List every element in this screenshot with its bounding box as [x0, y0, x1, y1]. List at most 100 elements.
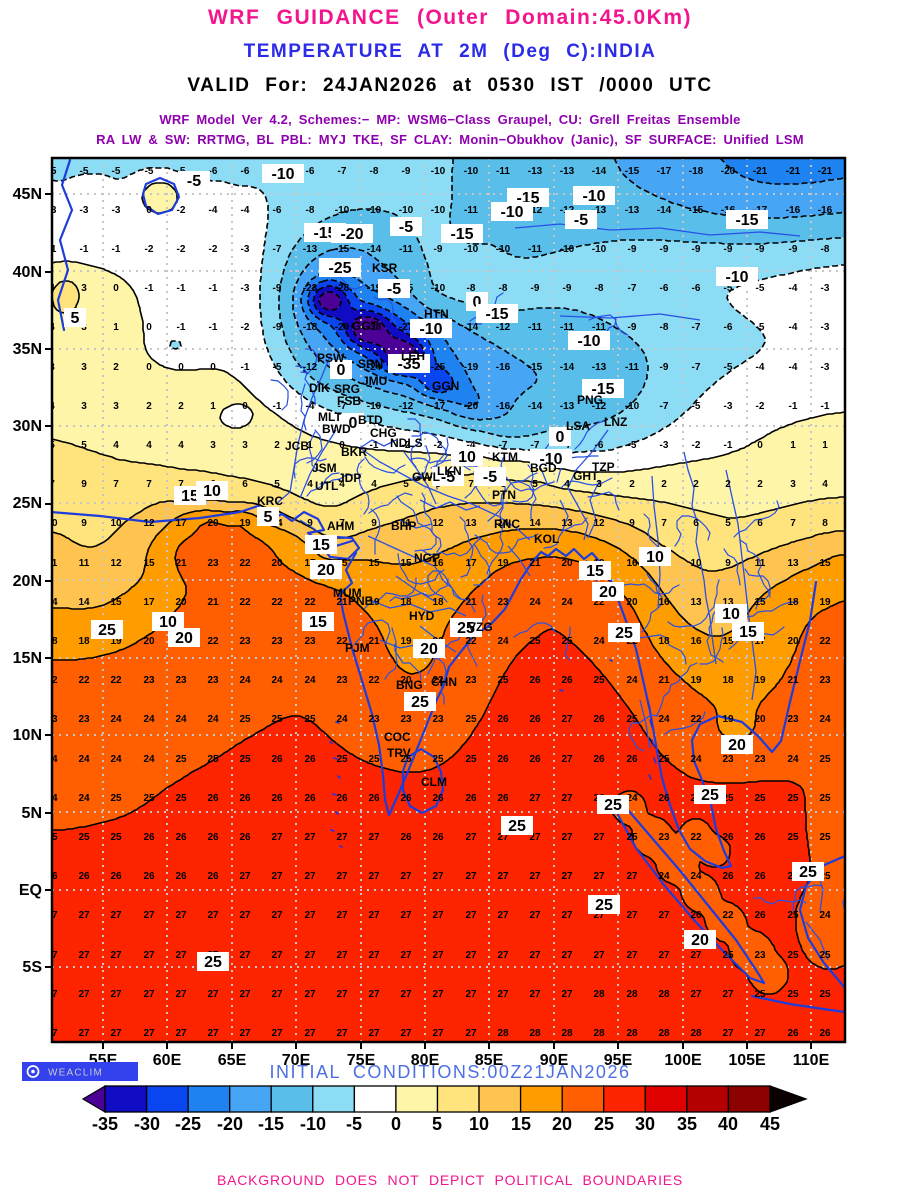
svg-text:27: 27 — [432, 1028, 444, 1039]
svg-text:-5: -5 — [756, 283, 765, 294]
svg-text:9: 9 — [81, 479, 87, 490]
svg-text:-5: -5 — [756, 322, 765, 333]
svg-text:26: 26 — [465, 793, 477, 804]
svg-text:9: 9 — [629, 518, 635, 529]
svg-text:-4: -4 — [467, 440, 476, 451]
svg-text:26: 26 — [593, 714, 605, 725]
svg-text:21: 21 — [529, 558, 541, 569]
svg-text:0: 0 — [146, 362, 152, 373]
svg-text:0: 0 — [391, 1114, 401, 1134]
svg-text:-17: -17 — [657, 166, 672, 177]
svg-text:28: 28 — [626, 989, 638, 1000]
svg-text:27: 27 — [432, 950, 444, 961]
svg-text:20: 20 — [175, 630, 193, 647]
svg-text:22: 22 — [239, 597, 251, 608]
svg-text:25: 25 — [658, 754, 670, 765]
svg-text:24: 24 — [143, 714, 155, 725]
svg-text:22: 22 — [819, 636, 831, 647]
svg-text:TRV: TRV — [387, 746, 411, 760]
svg-text:-11: -11 — [592, 322, 606, 333]
svg-text:27: 27 — [271, 832, 283, 843]
svg-text:-4: -4 — [241, 205, 250, 216]
svg-text:11: 11 — [755, 558, 766, 569]
svg-text:27: 27 — [143, 910, 155, 921]
svg-text:15N: 15N — [13, 650, 42, 667]
svg-text:24: 24 — [304, 675, 316, 686]
svg-text:23: 23 — [497, 597, 509, 608]
svg-text:26: 26 — [754, 910, 766, 921]
svg-text:28: 28 — [497, 1028, 509, 1039]
svg-text:22: 22 — [432, 675, 444, 686]
svg-text:-5: -5 — [273, 362, 282, 373]
svg-text:-14: -14 — [657, 205, 672, 216]
svg-text:-13: -13 — [303, 244, 318, 255]
svg-text:27: 27 — [400, 989, 412, 1000]
svg-text:3: 3 — [790, 479, 796, 490]
svg-text:16: 16 — [658, 597, 670, 608]
svg-text:25: 25 — [799, 864, 817, 881]
svg-text:27: 27 — [561, 871, 573, 882]
svg-text:17: 17 — [465, 558, 477, 569]
svg-text:24: 24 — [819, 714, 831, 725]
svg-text:25: 25 — [98, 622, 116, 639]
svg-text:-5: -5 — [483, 469, 497, 486]
svg-text:25: 25 — [110, 832, 122, 843]
svg-text:2: 2 — [146, 401, 152, 412]
svg-text:14: 14 — [46, 597, 58, 608]
svg-text:19: 19 — [690, 675, 702, 686]
svg-text:22: 22 — [110, 675, 122, 686]
svg-text:-1: -1 — [273, 401, 282, 412]
svg-text:4: 4 — [49, 401, 55, 412]
svg-text:-3: -3 — [112, 205, 121, 216]
svg-text:23: 23 — [304, 636, 316, 647]
svg-text:2: 2 — [178, 401, 184, 412]
svg-text:24: 24 — [529, 597, 541, 608]
svg-text:25: 25 — [508, 818, 526, 835]
svg-text:-1: -1 — [145, 283, 154, 294]
svg-text:20: 20 — [691, 932, 709, 949]
svg-text:-7: -7 — [692, 322, 701, 333]
svg-text:-10: -10 — [399, 205, 414, 216]
svg-text:19: 19 — [368, 597, 380, 608]
svg-text:80E: 80E — [411, 1052, 440, 1069]
svg-text:WEACLIM: WEACLIM — [48, 1068, 103, 1079]
svg-text:22: 22 — [368, 675, 380, 686]
svg-text:20: 20 — [317, 562, 335, 579]
svg-text:25: 25 — [819, 989, 831, 1000]
svg-text:-20: -20 — [464, 401, 479, 412]
svg-text:9: 9 — [307, 518, 313, 529]
svg-text:-10: -10 — [335, 205, 350, 216]
svg-text:-13: -13 — [528, 166, 543, 177]
svg-text:GWL: GWL — [412, 470, 440, 484]
svg-text:25: 25 — [787, 989, 799, 1000]
svg-text:14: 14 — [497, 518, 509, 529]
svg-text:-7: -7 — [531, 440, 540, 451]
svg-text:14: 14 — [78, 597, 90, 608]
svg-text:24: 24 — [787, 754, 799, 765]
svg-text:-16: -16 — [496, 362, 511, 373]
svg-text:27: 27 — [239, 871, 251, 882]
svg-text:27: 27 — [529, 832, 541, 843]
svg-text:27: 27 — [561, 832, 573, 843]
svg-text:5: 5 — [264, 509, 273, 526]
svg-text:27: 27 — [207, 1028, 219, 1039]
svg-text:-7: -7 — [628, 283, 637, 294]
svg-text:27: 27 — [465, 989, 477, 1000]
svg-text:25: 25 — [626, 832, 638, 843]
svg-text:-9: -9 — [273, 322, 282, 333]
svg-text:22: 22 — [690, 714, 702, 725]
svg-text:18: 18 — [722, 675, 734, 686]
svg-text:25: 25 — [626, 714, 638, 725]
svg-text:6: 6 — [757, 518, 763, 529]
svg-text:-2: -2 — [209, 244, 218, 255]
svg-text:25: 25 — [595, 897, 613, 914]
svg-text:0: 0 — [210, 362, 216, 373]
svg-text:27: 27 — [239, 989, 251, 1000]
svg-text:27: 27 — [400, 910, 412, 921]
svg-text:20: 20 — [561, 558, 573, 569]
svg-text:-18: -18 — [689, 166, 704, 177]
svg-text:-5: -5 — [346, 1114, 362, 1134]
svg-text:3: 3 — [596, 479, 602, 490]
svg-text:45: 45 — [760, 1114, 780, 1134]
svg-text:22: 22 — [336, 636, 348, 647]
